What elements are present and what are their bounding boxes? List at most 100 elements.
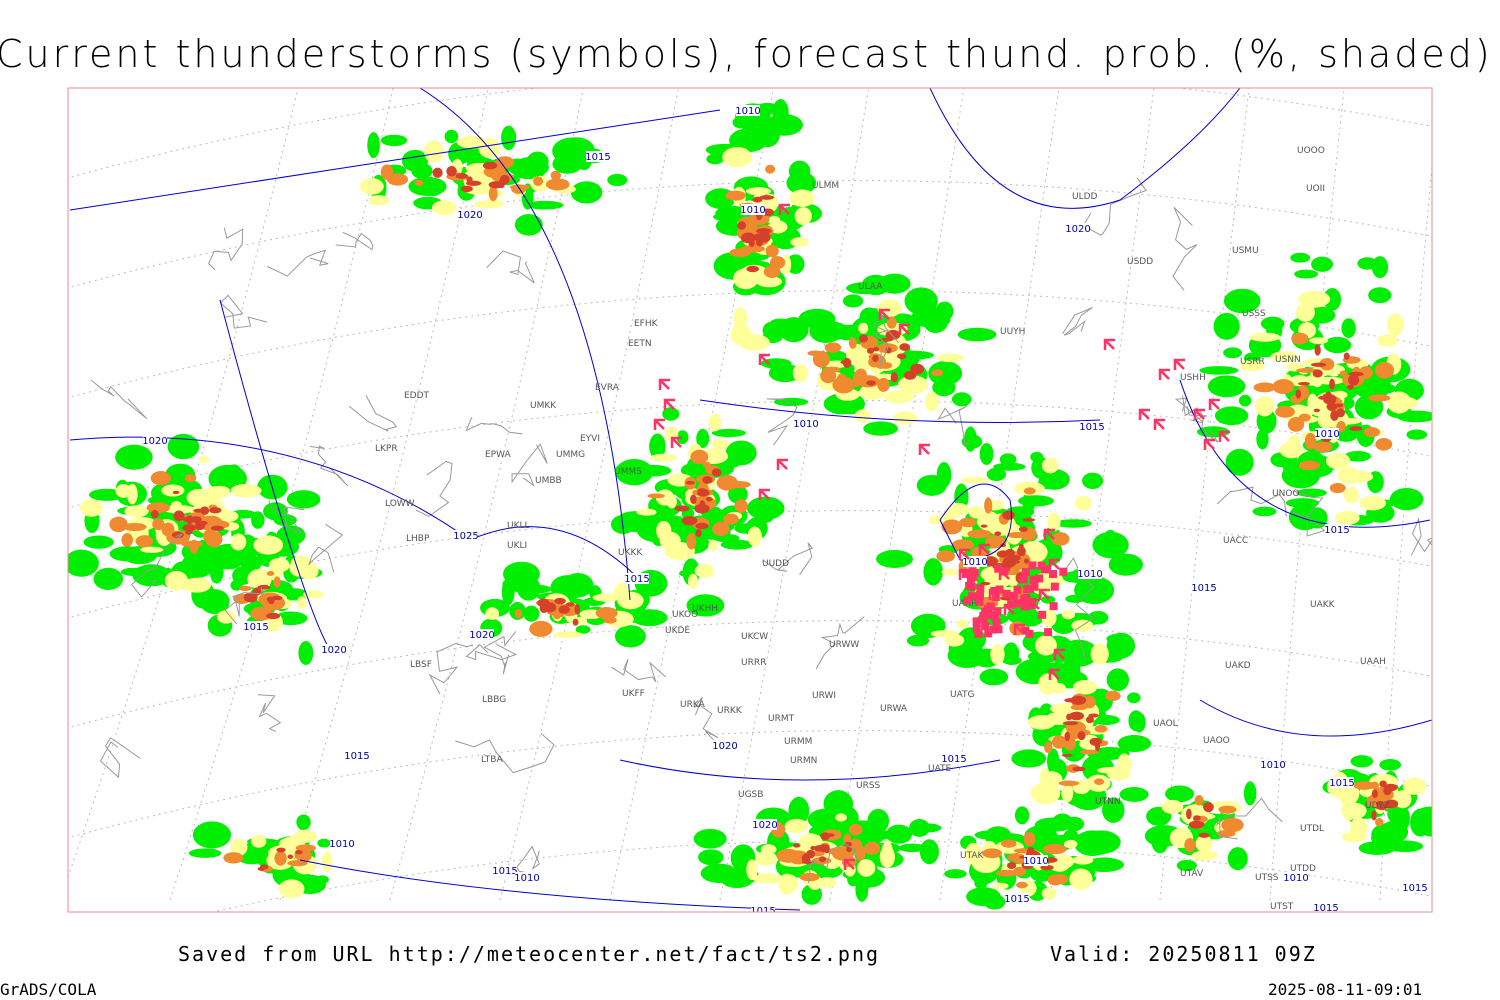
thunderstorm-cluster <box>1009 591 1018 600</box>
prob-shading <box>1184 837 1196 853</box>
graticule <box>68 400 1432 509</box>
station-label: UDYZ <box>1365 801 1390 811</box>
prob-shading <box>636 508 657 516</box>
isobar-label: 1015 <box>1313 903 1338 914</box>
prob-shading <box>886 316 897 329</box>
station-label: UKKK <box>618 548 643 558</box>
station-label: ULDD <box>1072 192 1098 202</box>
prob-shading <box>929 515 942 525</box>
prob-shading <box>1336 408 1345 418</box>
isobar-label: 1015 <box>750 906 775 917</box>
prob-shading <box>1085 716 1094 724</box>
isobar-label: 1020 <box>321 645 346 656</box>
prob-shading <box>1384 783 1398 792</box>
prob-shading <box>1319 357 1335 371</box>
thunderstorm-symbol <box>653 418 665 430</box>
prob-shading <box>752 196 763 203</box>
prob-shading <box>655 489 675 506</box>
prob-shading <box>1379 759 1402 771</box>
station-label: UOOO <box>1297 146 1325 156</box>
prob-shading <box>216 610 236 624</box>
prob-shading <box>1298 381 1311 386</box>
thunderstorm-cluster <box>1007 600 1016 609</box>
station-label: EETN <box>628 339 652 349</box>
thunderstorm-symbol <box>1208 398 1220 410</box>
prob-shading <box>1119 787 1149 802</box>
prob-shading <box>1084 857 1124 873</box>
prob-shading <box>708 413 722 432</box>
prob-shading <box>867 808 890 834</box>
prob-shading <box>1077 731 1086 741</box>
prob-shading <box>806 849 816 859</box>
prob-shading <box>1055 519 1092 528</box>
isobar-label: 1010 <box>735 106 760 117</box>
thunderstorm-cluster <box>961 570 970 579</box>
prob-shading <box>268 557 290 573</box>
isobar-label-bg <box>586 151 610 162</box>
station-label: USRR <box>1240 357 1265 367</box>
prob-shading <box>368 195 390 206</box>
isobar-label: 1010 <box>514 873 539 884</box>
thunderstorm-cluster <box>1027 597 1036 606</box>
prob-shading <box>488 185 498 202</box>
thunderstorm-cluster <box>974 629 983 638</box>
thunderstorm-cluster <box>976 584 985 593</box>
prob-shading <box>164 570 189 591</box>
prob-shading <box>278 879 305 899</box>
prob-shading <box>794 207 812 226</box>
isobar-label: 1010 <box>1260 760 1285 771</box>
station-label: USDD <box>1127 257 1153 267</box>
prob-shading <box>1094 725 1108 733</box>
prob-shading <box>173 510 185 522</box>
prob-shading <box>1341 318 1356 338</box>
prob-shading <box>1291 332 1309 345</box>
prob-shading <box>728 485 748 504</box>
thunderstorm-symbol <box>663 398 675 410</box>
prob-shading <box>1199 366 1239 375</box>
prob-shading <box>109 516 128 533</box>
prob-shading <box>1063 839 1078 849</box>
prob-shading <box>680 463 706 478</box>
thunderstorm-cluster <box>968 567 977 576</box>
prob-shading <box>849 838 862 849</box>
isobar <box>929 88 1241 209</box>
prob-shading <box>1058 780 1080 787</box>
isobar-label-bg <box>753 819 777 830</box>
prob-shading <box>359 178 384 195</box>
prob-shading <box>759 195 775 200</box>
prob-shading <box>485 607 500 621</box>
station-label: URRR <box>741 658 766 668</box>
prob-shading <box>190 516 202 524</box>
prob-shading <box>863 421 899 436</box>
prob-shading <box>575 625 591 634</box>
prob-shading <box>733 268 759 290</box>
prob-shading <box>1176 859 1197 872</box>
thunderstorm-cluster <box>979 615 988 624</box>
border <box>207 227 244 271</box>
station-label: UKOO <box>672 610 698 620</box>
timestamp: 2025-08-11-09:01 <box>1268 980 1422 999</box>
prob-shading <box>1214 406 1249 426</box>
border <box>516 845 540 876</box>
prob-shading <box>858 830 895 840</box>
prob-shading <box>444 129 459 144</box>
thunderstorm-cluster <box>1020 594 1029 603</box>
thunderstorm-symbol <box>1158 368 1170 380</box>
prob-shading <box>1072 855 1094 865</box>
graticule <box>68 730 1432 839</box>
station-label: URMN <box>790 756 817 766</box>
isobar-label-bg <box>330 838 354 849</box>
prob-shading <box>115 444 153 470</box>
prob-shading <box>967 529 991 539</box>
prob-shading <box>192 821 232 849</box>
prob-shading <box>711 468 722 477</box>
border <box>937 405 970 446</box>
thunderstorm-cluster <box>1044 628 1053 637</box>
thunderstorm-symbol <box>1048 668 1060 680</box>
thunderstorm-cluster <box>995 585 1004 594</box>
prob-shading <box>910 363 925 375</box>
prob-shading <box>858 334 869 343</box>
prob-shading <box>685 480 695 485</box>
thunderstorm-cluster <box>1029 575 1038 584</box>
prob-shading <box>592 593 621 602</box>
